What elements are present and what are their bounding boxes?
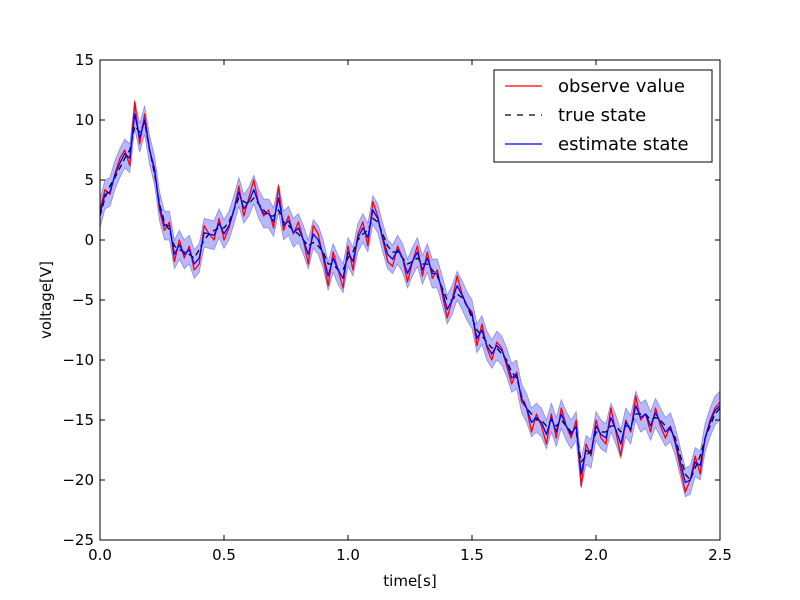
y-tick-label: −20 [62,471,94,489]
x-tick-label: 1.0 [336,546,360,564]
y-tick-label: −25 [62,531,94,549]
legend-box [493,69,713,163]
x-tick-label: 2.5 [708,546,732,564]
legend-label-estimate-state: estimate state [558,134,689,155]
series-line-observe-value [99,101,721,493]
axis-ticks: 0.0 0.5 1.0 1.5 2.0 2.5 15 10 5 0 −5 −10 −15 −20 −25 [62,51,732,564]
y-tick-label: 10 [75,111,94,129]
y-tick-label: 5 [84,171,94,189]
legend-label-true-state: true state [558,105,646,126]
legend-label-observe-value: observe value [558,76,685,97]
x-tick-label: 0.5 [212,546,236,564]
x-tick-label: 0.0 [88,546,112,564]
y-axis-label: voltage[V] [37,261,55,339]
y-tick-label: 15 [75,51,94,69]
x-tick-label: 1.5 [460,546,484,564]
y-tick-label: −5 [72,291,94,309]
legend: observe value true state estimate state [493,69,713,163]
series-line-estimate-state [99,113,721,484]
x-axis-label: time[s] [383,572,436,590]
series-line-true-state [99,121,721,481]
y-tick-label: −15 [62,411,94,429]
y-tick-label: 0 [84,231,94,249]
x-tick-label: 2.0 [584,546,608,564]
y-tick-label: −10 [62,351,94,369]
